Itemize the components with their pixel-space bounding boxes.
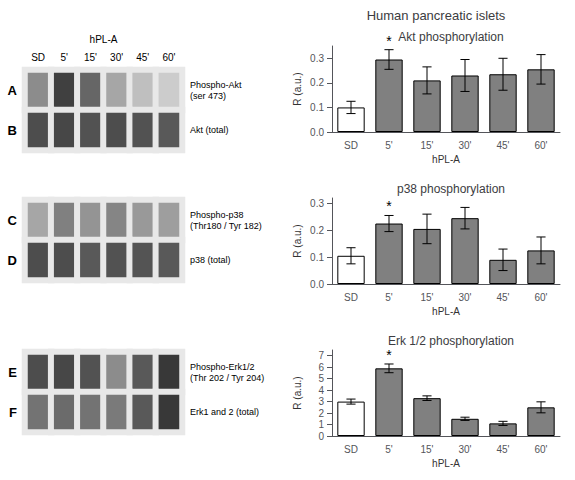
svg-text:Erk1 and 2 (total): Erk1 and 2 (total) [190,407,259,417]
svg-text:SD: SD [344,444,358,455]
svg-text:5': 5' [61,52,69,63]
svg-text:6: 6 [318,362,324,373]
svg-text:3: 3 [318,396,324,407]
svg-text:30': 30' [110,52,123,63]
svg-text:7: 7 [318,350,324,361]
svg-text:15': 15' [420,140,433,151]
svg-text:45': 45' [496,292,509,303]
svg-text:60': 60' [534,444,547,455]
svg-text:0.1: 0.1 [310,102,324,113]
svg-text:30': 30' [458,140,471,151]
svg-text:R (a.u.): R (a.u.) [292,224,303,257]
svg-text:0.0: 0.0 [310,127,324,138]
svg-text:0: 0 [318,431,324,442]
svg-text:*: * [386,347,392,363]
svg-text:0.3: 0.3 [310,53,324,64]
svg-text:E: E [8,365,17,380]
svg-text:R (a.u.): R (a.u.) [292,72,303,105]
svg-text:5': 5' [385,292,393,303]
svg-text:A: A [8,83,18,98]
svg-text:45': 45' [496,140,509,151]
svg-text:B: B [8,123,17,138]
svg-text:SD: SD [31,52,45,63]
svg-text:15': 15' [420,444,433,455]
svg-text:hPL-A: hPL-A [432,154,460,165]
svg-text:0.1: 0.1 [310,252,324,263]
svg-text:2: 2 [318,408,324,419]
svg-text:R (a.u.): R (a.u.) [292,376,303,409]
svg-text:60': 60' [162,52,175,63]
svg-text:15': 15' [84,52,97,63]
svg-text:Phospho-Erk1/2: Phospho-Erk1/2 [190,362,255,372]
svg-text:p38 phosphorylation: p38 phosphorylation [397,182,505,196]
svg-text:60': 60' [534,140,547,151]
svg-text:(ser 473): (ser 473) [190,91,226,101]
svg-text:(Thr 202 / Tyr 204): (Thr 202 / Tyr 204) [190,373,264,383]
svg-text:Akt (total): Akt (total) [190,125,229,135]
svg-text:4: 4 [318,385,324,396]
svg-text:(Thr180 / Tyr 182): (Thr180 / Tyr 182) [190,221,262,231]
svg-text:30': 30' [458,292,471,303]
svg-text:1: 1 [318,419,324,430]
svg-text:60': 60' [534,292,547,303]
svg-text:15': 15' [420,292,433,303]
svg-text:5': 5' [385,444,393,455]
svg-text:Erk 1/2 phosphorylation: Erk 1/2 phosphorylation [388,334,514,348]
svg-text:45': 45' [496,444,509,455]
svg-text:0.2: 0.2 [310,77,324,88]
svg-text:30': 30' [458,444,471,455]
svg-text:45': 45' [136,52,149,63]
svg-text:hPL-A: hPL-A [432,306,460,317]
svg-text:0.0: 0.0 [310,279,324,290]
svg-text:0.2: 0.2 [310,225,324,236]
svg-text:5': 5' [385,140,393,151]
svg-text:F: F [9,405,17,420]
svg-text:p38 (total): p38 (total) [190,255,231,265]
svg-text:0.3: 0.3 [310,198,324,209]
svg-text:Human pancreatic islets: Human pancreatic islets [367,8,506,23]
svg-text:D: D [8,253,17,268]
svg-text:C: C [8,213,18,228]
svg-text:hPL-A: hPL-A [432,458,460,469]
svg-text:SD: SD [344,292,358,303]
svg-text:Akt phosphorylation: Akt phosphorylation [398,30,503,44]
svg-text:Phospho-Akt: Phospho-Akt [190,80,242,90]
svg-text:hPL-A: hPL-A [90,34,118,45]
svg-text:Phospho-p38: Phospho-p38 [190,210,244,220]
svg-text:5: 5 [318,373,324,384]
svg-text:*: * [386,198,392,214]
svg-text:*: * [386,33,392,49]
svg-text:SD: SD [344,140,358,151]
